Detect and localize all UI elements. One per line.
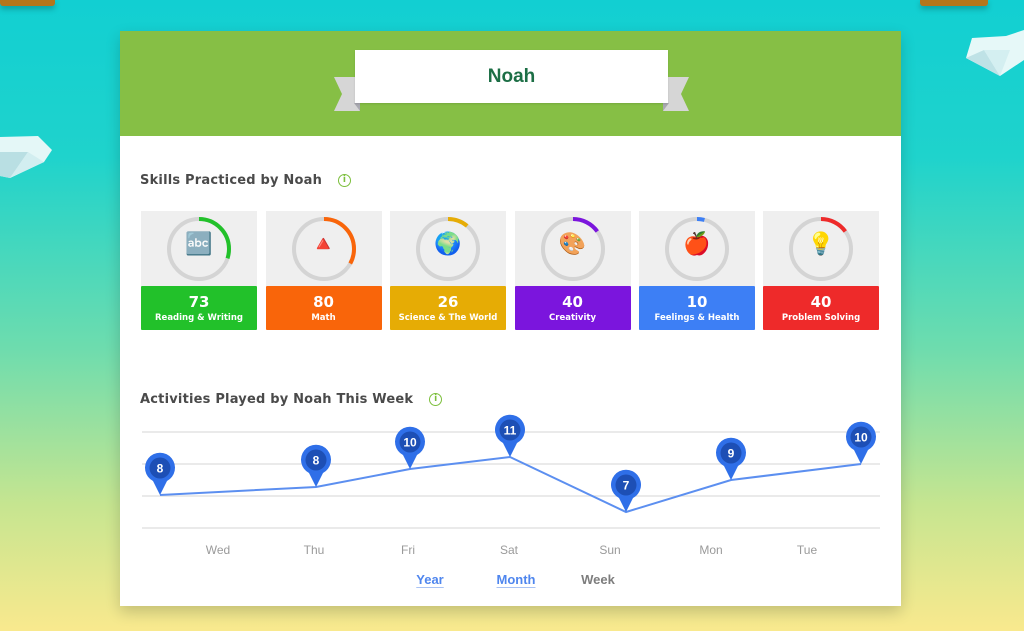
skill-score-panel: 40 Creativity bbox=[514, 286, 631, 330]
skill-label: Reading & Writing bbox=[155, 312, 243, 323]
ribbon-tail-right bbox=[663, 77, 689, 111]
period-selector: Year Month Week bbox=[120, 572, 901, 590]
skill-score-panel: 10 Feelings & Health bbox=[639, 286, 755, 330]
skill-card[interactable]: 🍎 10 Feelings & Health bbox=[639, 211, 755, 331]
data-point-value: 8 bbox=[157, 462, 164, 476]
skill-score: 73 bbox=[188, 292, 210, 311]
ice-floe-right-decoration bbox=[966, 30, 1024, 76]
skill-progress-ring bbox=[789, 217, 853, 281]
bg-wood-plank-left bbox=[0, 0, 55, 6]
info-icon[interactable]: i bbox=[338, 174, 352, 187]
x-axis-label: Sat bbox=[499, 543, 519, 557]
activity-line bbox=[159, 455, 862, 514]
x-axis-label: Mon bbox=[699, 543, 723, 557]
skill-progress-area: 🌍 bbox=[390, 211, 506, 286]
data-point-value: 9 bbox=[728, 447, 735, 461]
profile-header: Noah bbox=[120, 31, 901, 136]
data-point-value: 11 bbox=[504, 424, 517, 438]
data-point-pin-marker[interactable]: 10 bbox=[395, 426, 425, 469]
skill-card[interactable]: 🔤 73 Reading & Writing bbox=[141, 211, 257, 331]
data-point-pin-marker[interactable]: 10 bbox=[846, 421, 877, 464]
skills-section-title: Skills Practiced by Noah i bbox=[140, 173, 352, 188]
ice-floe-left-decoration bbox=[0, 136, 52, 178]
skill-label: Math bbox=[311, 312, 336, 323]
skill-score-panel: 73 Reading & Writing bbox=[141, 286, 257, 330]
skill-card[interactable]: 🌍 26 Science & The World bbox=[390, 211, 506, 331]
skill-label: Feelings & Health bbox=[654, 312, 740, 323]
data-point-value: 10 bbox=[854, 431, 868, 445]
activities-line-chart: 8 8 10 11 7 9 10 Wed Thu Fri Sat Sun Mon Tue Year Mo… bbox=[120, 31, 901, 606]
skill-progress-area: 💡 bbox=[763, 211, 879, 286]
skills-title-text: Skills Practiced by Noah bbox=[140, 173, 323, 188]
lightbulb-gear-icon: 💡 bbox=[807, 232, 835, 257]
period-month-link[interactable]: Month bbox=[496, 572, 536, 587]
skill-label: Creativity bbox=[549, 312, 596, 323]
skill-progress-ring bbox=[665, 217, 729, 281]
skill-score: 80 bbox=[313, 292, 334, 311]
abc-blocks-icon: 🔤 bbox=[185, 232, 213, 257]
x-axis-labels: Wed Thu Fri Sat Sun Mon Tue bbox=[120, 543, 901, 559]
data-point-pin-marker[interactable]: 11 bbox=[495, 414, 525, 457]
skill-score: 40 bbox=[810, 292, 832, 311]
skill-score-panel: 26 Science & The World bbox=[390, 286, 506, 330]
skill-card[interactable]: 💡 40 Problem Solving bbox=[763, 211, 879, 331]
data-point-pin-marker[interactable]: 9 bbox=[716, 437, 746, 480]
data-point-pin-marker[interactable]: 8 bbox=[301, 444, 332, 487]
info-icon[interactable]: i bbox=[429, 393, 443, 406]
data-point-pin-marker[interactable]: 7 bbox=[611, 469, 641, 512]
paint-palette-icon: 🎨 bbox=[558, 232, 587, 257]
skill-progress-area: 🔤 bbox=[141, 211, 257, 286]
skills-grid: 🔤 73 Reading & Writing 🔺 80 Math 🌍 26 Science & … bbox=[141, 211, 881, 331]
skill-score: 26 bbox=[437, 292, 459, 311]
bg-wood-plank-right bbox=[920, 0, 988, 6]
x-axis-label: Fri bbox=[401, 543, 415, 557]
skill-progress-ring bbox=[291, 217, 356, 281]
skill-progress-ring bbox=[540, 217, 605, 281]
skill-progress-ring bbox=[167, 217, 231, 281]
skill-label: Problem Solving bbox=[781, 312, 861, 323]
skill-label: Science & The World bbox=[398, 312, 498, 323]
skill-score-panel: 80 Math bbox=[265, 286, 382, 330]
data-point-value: 8 bbox=[313, 454, 320, 468]
skill-progress-area: 🔺 bbox=[265, 211, 382, 286]
data-point-pin-marker[interactable]: 8 bbox=[145, 452, 175, 495]
skill-score-panel: 40 Problem Solving bbox=[763, 286, 879, 330]
chart-plot-area: 8 8 10 11 7 9 10 bbox=[142, 414, 880, 529]
skill-progress-ring bbox=[416, 217, 480, 281]
name-banner: Noah bbox=[355, 50, 668, 103]
data-point-value: 7 bbox=[623, 479, 630, 493]
skill-progress-area: 🍎 bbox=[639, 211, 755, 286]
activities-title-text: Activities Played by Noah This Week bbox=[140, 392, 414, 407]
skill-score: 40 bbox=[562, 292, 583, 311]
x-axis-label: Tue bbox=[796, 543, 818, 557]
globe-icon: 🌍 bbox=[434, 232, 462, 257]
period-year-link[interactable]: Year bbox=[416, 572, 444, 587]
child-name: Noah bbox=[487, 65, 536, 87]
ribbon-tail-left bbox=[334, 77, 360, 111]
child-progress-card: Noah Skills Practiced by Noah i 🔤 73 Readi… bbox=[120, 31, 901, 606]
skill-progress-area: 🎨 bbox=[514, 211, 631, 286]
x-axis-label: Thu bbox=[303, 543, 325, 557]
activities-section-title: Activities Played by Noah This Week i bbox=[140, 392, 443, 407]
math-shapes-icon: 🔺 bbox=[309, 232, 338, 257]
period-week-tab[interactable]: Week bbox=[581, 572, 615, 587]
skill-score: 10 bbox=[686, 292, 708, 311]
people-apple-icon: 🍎 bbox=[683, 232, 711, 257]
skill-card[interactable]: 🎨 40 Creativity bbox=[514, 211, 631, 331]
x-axis-label: Wed bbox=[205, 543, 231, 557]
x-axis-label: Sun bbox=[599, 543, 621, 557]
data-point-value: 10 bbox=[403, 436, 417, 450]
skill-card[interactable]: 🔺 80 Math bbox=[265, 211, 382, 331]
